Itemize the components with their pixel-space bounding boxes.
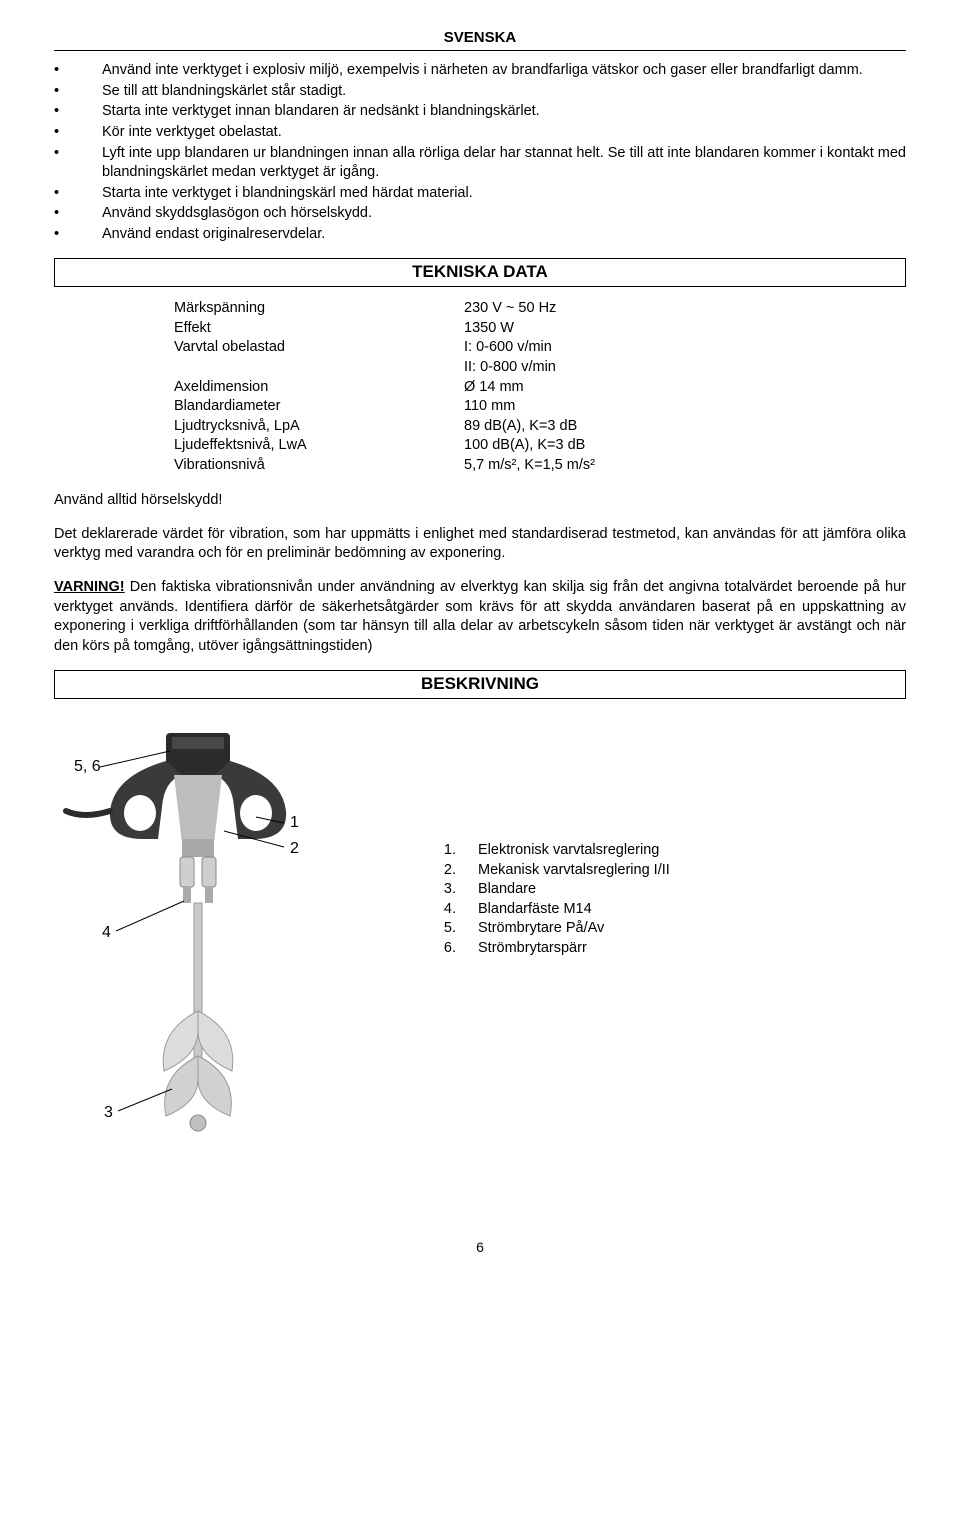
spec-label: Blandardiameter (174, 397, 464, 417)
spec-value: Ø 14 mm (464, 378, 595, 398)
beskrivning-heading: BESKRIVNING (54, 670, 906, 699)
desc-item: Mekanisk varvtalsreglering I/II (460, 861, 670, 881)
spec-value: 110 mm (464, 397, 595, 417)
spec-value: 89 dB(A), K=3 dB (464, 417, 595, 437)
spec-value: II: 0-800 v/min (464, 358, 595, 378)
spec-value: 1350 W (464, 319, 595, 339)
diagram-label-56: 5, 6 (74, 758, 101, 775)
spec-label: Axeldimension (174, 378, 464, 398)
desc-item: Strömbrytarspärr (460, 939, 670, 959)
bullet-item: Använd endast originalreservdelar. (54, 225, 906, 245)
bullet-item: Använd inte verktyget i explosiv miljö, … (54, 61, 906, 81)
spec-label: Varvtal obelastad (174, 338, 464, 358)
diagram-label-2: 2 (290, 840, 299, 857)
spec-label: Vibrationsnivå (174, 456, 464, 476)
spec-value: 100 dB(A), K=3 dB (464, 436, 595, 456)
bullet-item: Lyft inte upp blandaren ur blandningen i… (54, 144, 906, 183)
tekniska-heading: TEKNISKA DATA (54, 258, 906, 287)
spec-label: Ljudtrycksnivå, LpA (174, 417, 464, 437)
bullet-item: Starta inte verktyget i blandningskärl m… (54, 184, 906, 204)
spec-label: Ljudeffektsnivå, LwA (174, 436, 464, 456)
warning-para: VARNING! Den faktiska vibrationsnivån un… (54, 578, 906, 656)
spec-label: Effekt (174, 319, 464, 339)
description-list: Elektronisk varvtalsreglering Mekanisk v… (414, 841, 670, 958)
desc-item: Strömbrytare På/Av (460, 919, 670, 939)
spec-value: 230 V ~ 50 Hz (464, 299, 595, 319)
warning-label: VARNING! (54, 579, 125, 595)
hearing-protection-note: Använd alltid hörselskydd! (54, 491, 906, 511)
specs-table: Märkspänning230 V ~ 50 Hz Effekt1350 W V… (174, 299, 595, 475)
diagram-label-1: 1 (290, 814, 299, 831)
bullet-item: Använd skyddsglasögon och hörselskydd. (54, 204, 906, 224)
spec-value: I: 0-600 v/min (464, 338, 595, 358)
safety-bullets: Använd inte verktyget i explosiv miljö, … (54, 61, 906, 244)
desc-item: Elektronisk varvtalsreglering (460, 841, 670, 861)
page-number: 6 (54, 1238, 906, 1257)
product-diagram: 5, 6 1 2 4 3 (54, 711, 354, 1178)
desc-item: Blandare (460, 880, 670, 900)
desc-item: Blandarfäste M14 (460, 900, 670, 920)
warning-text: Den faktiska vibrationsnivån under använ… (54, 579, 906, 654)
spec-value: 5,7 m/s², K=1,5 m/s² (464, 456, 595, 476)
diagram-label-4: 4 (102, 924, 111, 941)
spec-label: Märkspänning (174, 299, 464, 319)
bullet-item: Starta inte verktyget innan blandaren är… (54, 102, 906, 122)
page-header: SVENSKA (54, 28, 906, 51)
spec-label (174, 358, 464, 378)
vibration-para: Det deklarerade värdet för vibration, so… (54, 525, 906, 564)
bullet-item: Kör inte verktyget obelastat. (54, 123, 906, 143)
bullet-item: Se till att blandningskärlet står stadig… (54, 82, 906, 102)
diagram-label-3: 3 (104, 1104, 113, 1121)
